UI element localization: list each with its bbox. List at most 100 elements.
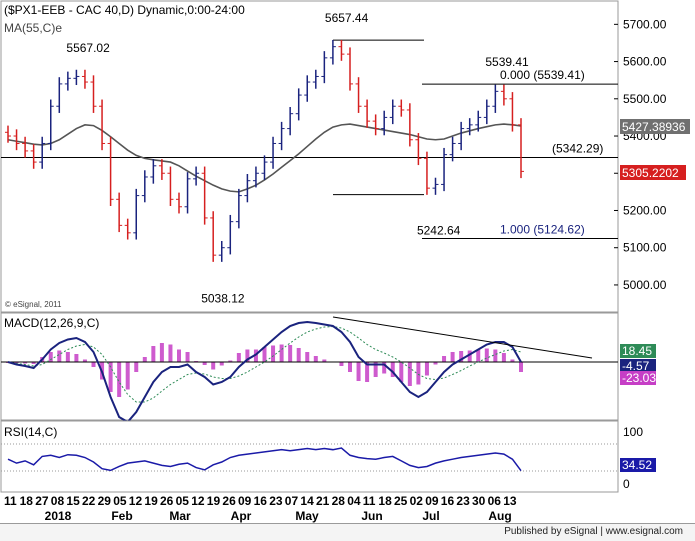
- macd-hist-bar: [288, 345, 293, 362]
- price-axis: 5700.005600.005500.005400.005300.005200.…: [614, 17, 667, 292]
- date-tick-label: 26: [222, 494, 236, 508]
- macd-hist-bar: [348, 362, 352, 372]
- date-tick-label: 29: [98, 494, 112, 508]
- macd-hist-bar: [108, 362, 113, 392]
- macd-hist-bar: [65, 352, 70, 362]
- rsi-tick-100: 100: [623, 425, 643, 439]
- macd-hist-bar: [442, 356, 447, 362]
- macd-value-3: -23.03: [622, 371, 656, 385]
- macd-hist-bar: [493, 349, 498, 362]
- date-tick-label: 28: [332, 494, 346, 508]
- month-label: Apr: [231, 509, 252, 523]
- date-axis: 11 18 27 08 15 22 29 05 12 19 26 05 12 19 26 09 16 23 07 14…: [4, 494, 517, 523]
- macd-line: [7, 320, 522, 424]
- fib-levels: 0.000 (5539.41) (5342.29) 1.000 (5124.62): [1, 39, 618, 240]
- macd-badge-3: [620, 371, 656, 385]
- price-annotations: 5567.02 5657.44 5539.41 5038.12 5242.64: [66, 11, 529, 306]
- macd-hist-bar: [57, 350, 62, 362]
- last-price: 5305.2202: [622, 166, 679, 180]
- macd-hist-bar: [91, 362, 96, 367]
- macd-hist-bar: [467, 350, 472, 362]
- date-tick-label: 07: [285, 494, 299, 508]
- date-tick-label: 09: [425, 494, 439, 508]
- level-label: 0.000 (5539.41): [500, 68, 585, 82]
- macd-hist-bar: [253, 349, 258, 362]
- macd-hist-bar: [168, 344, 173, 362]
- price-tick-label: 5100.00: [623, 241, 667, 255]
- price-tick-label: 5500.00: [623, 92, 667, 106]
- macd-hist-bar: [245, 349, 250, 362]
- macd-hist-bar: [219, 362, 224, 366]
- rsi-tick-0: 0: [623, 477, 630, 491]
- macd-hist-bar: [339, 362, 344, 366]
- macd-hist-bar: [125, 362, 130, 390]
- date-tick-label: 19: [207, 494, 221, 508]
- month-label: 2018: [45, 509, 72, 523]
- macd-hist-bar: [416, 362, 421, 385]
- month-label: Jun: [361, 509, 382, 523]
- macd-hist-bar: [365, 362, 370, 382]
- macd-label: MACD(12,26,9,C): [4, 316, 99, 330]
- ma-label: MA(55,C)e: [4, 21, 62, 35]
- macd-hist-bar: [228, 360, 233, 362]
- date-tick-label: 13: [503, 494, 517, 508]
- date-tick-label: 18: [378, 494, 392, 508]
- footer-text: Published by eSignal | www.esignal.com: [504, 526, 683, 537]
- date-tick-label: 16: [441, 494, 455, 508]
- date-tick-label: 05: [176, 494, 190, 508]
- date-tick-label: 19: [144, 494, 158, 508]
- macd-hist-bar: [82, 359, 87, 362]
- date-tick-label: 15: [66, 494, 80, 508]
- macd-hist-bar: [202, 362, 207, 365]
- macd-hist-bar: [211, 362, 216, 370]
- rsi-label: RSI(14,C): [4, 425, 57, 439]
- macd-hist-bar: [142, 357, 147, 362]
- macd-hist-bar: [236, 353, 241, 362]
- footer-bar: Published by eSignal | www.esignal.com: [0, 523, 695, 541]
- date-tick-label: 08: [51, 494, 65, 508]
- month-label: May: [295, 509, 319, 523]
- date-tick-label: 27: [35, 494, 49, 508]
- macd-hist-bar: [74, 354, 79, 362]
- price-tick-label: 5600.00: [623, 55, 667, 69]
- macd-hist-bar: [23, 362, 28, 364]
- macd-histogram: [6, 343, 523, 397]
- date-tick-label: 06: [488, 494, 502, 508]
- macd-hist-bar: [424, 362, 429, 376]
- price-bars: [5, 39, 524, 262]
- chart-title: ($PX1-EEB - CAC 40,D) Dynamic,0:00-24:00: [4, 3, 245, 17]
- date-tick-label: 22: [82, 494, 96, 508]
- macd-hist-bar: [185, 352, 190, 362]
- date-tick-label: 18: [20, 494, 34, 508]
- macd-hist-bar: [484, 348, 489, 362]
- price-annotation: 5567.02: [66, 41, 110, 55]
- date-tick-label: 30: [472, 494, 486, 508]
- month-label: Mar: [169, 509, 191, 523]
- rsi-panel: [0, 420, 619, 493]
- macd-hist-bar: [305, 352, 310, 362]
- macd-hist-bar: [450, 352, 455, 362]
- macd-hist-bar: [407, 362, 412, 386]
- macd-hist-bar: [271, 345, 276, 362]
- macd-hist-bar: [399, 362, 404, 382]
- macd-trendline: [332, 316, 593, 359]
- macd-hist-bar: [151, 346, 156, 362]
- macd-hist-bar: [373, 362, 378, 377]
- price-annotation: 5539.41: [485, 55, 529, 69]
- macd-hist-bar: [382, 362, 387, 374]
- price-annotation: 5038.12: [201, 292, 245, 306]
- date-tick-label: 12: [191, 494, 205, 508]
- macd-badge-1: [620, 344, 656, 358]
- date-tick-label: 12: [129, 494, 143, 508]
- date-tick-label: 02: [410, 494, 424, 508]
- ma-value-badge: [620, 119, 690, 134]
- macd-hist-bar: [510, 359, 515, 362]
- month-label: Jul: [422, 509, 439, 523]
- month-label: Aug: [488, 509, 511, 523]
- date-tick-label: 23: [269, 494, 283, 508]
- price-tick-label: 5000.00: [623, 278, 667, 292]
- ma-value: 5427.38936: [622, 120, 686, 134]
- price-tick-label: 5700.00: [623, 17, 667, 31]
- date-tick-label: 04: [347, 494, 361, 508]
- rsi-line: [7, 447, 522, 472]
